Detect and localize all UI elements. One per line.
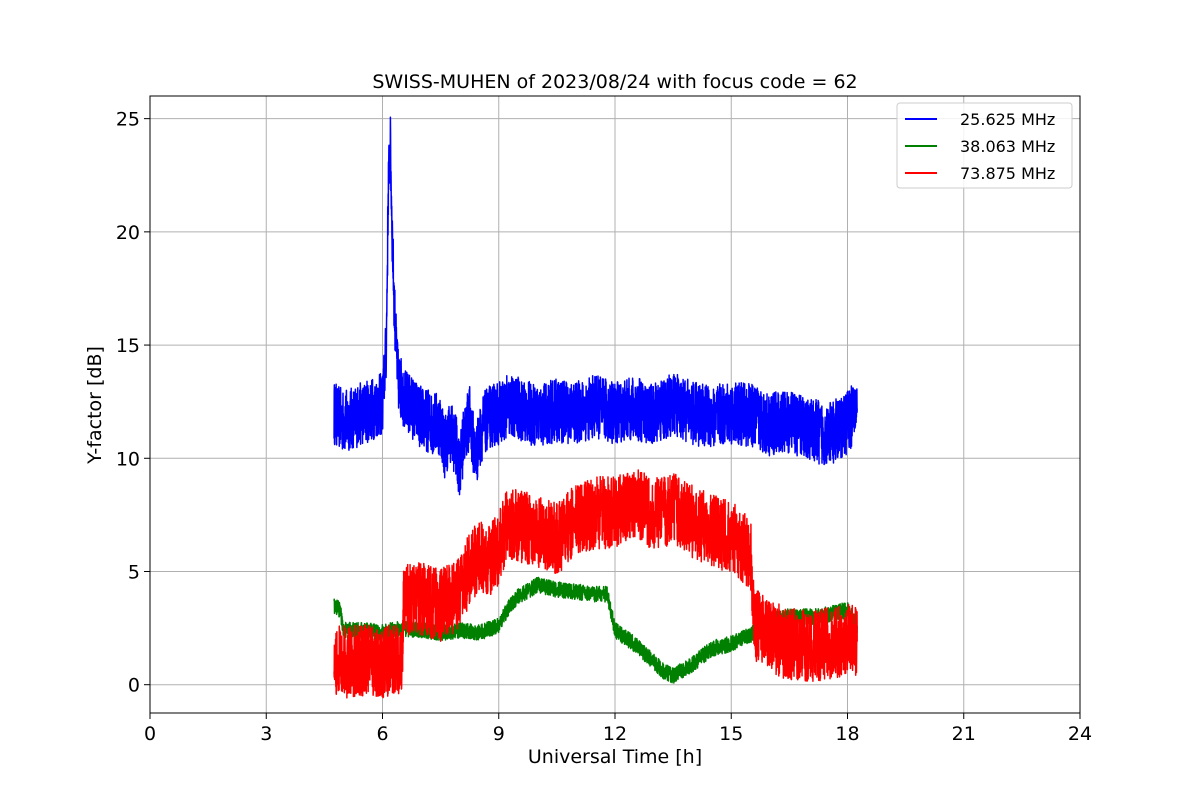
y-tick-label: 5 (128, 561, 140, 583)
y-tick-label: 15 (116, 335, 140, 357)
x-tick-label: 3 (260, 723, 272, 745)
legend-label: 38.063 MHz (960, 137, 1055, 156)
chart-title: SWISS-MUHEN of 2023/08/24 with focus cod… (372, 71, 857, 93)
x-tick-label: 6 (376, 723, 388, 745)
x-tick-label: 21 (952, 723, 976, 745)
legend: 25.625 MHz 38.063 MHz 73.875 MHz (896, 102, 1073, 189)
x-tick-label: 0 (144, 723, 156, 745)
x-tick-label: 24 (1068, 723, 1092, 745)
y-tick-label: 10 (116, 448, 140, 470)
legend-label: 25.625 MHz (960, 110, 1055, 129)
x-tick-label: 12 (603, 723, 627, 745)
x-axis-label: Universal Time [h] (528, 746, 702, 768)
y-axis-label: Y-factor [dB] (84, 346, 106, 465)
plot-area (333, 116, 858, 699)
series-line (333, 469, 858, 699)
x-tick-label: 9 (493, 723, 505, 745)
series-line (333, 116, 858, 496)
x-axis: 0 3 6 9 12 15 18 21 24 (144, 713, 1092, 745)
legend-box (896, 102, 1073, 189)
y-tick-label: 20 (116, 222, 140, 244)
legend-label: 73.875 MHz (960, 164, 1055, 183)
x-tick-label: 15 (719, 723, 743, 745)
x-tick-label: 18 (835, 723, 859, 745)
y-axis: 0 5 10 15 20 25 (116, 109, 150, 697)
y-tick-label: 0 (128, 675, 140, 697)
y-tick-label: 25 (116, 109, 140, 131)
